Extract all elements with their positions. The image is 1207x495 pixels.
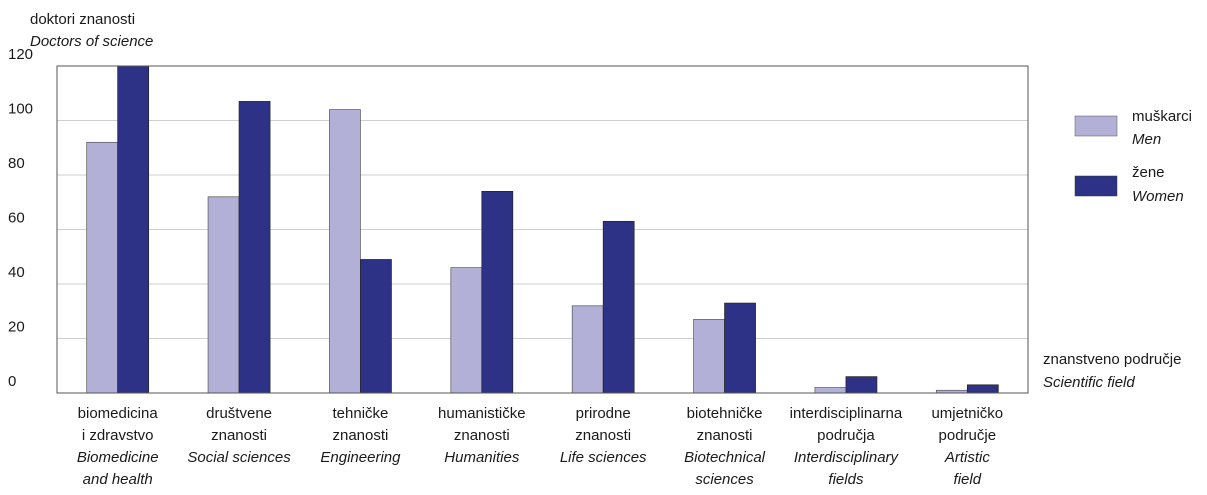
x-tick-label: znanosti — [454, 427, 510, 444]
y-tick-label: 60 — [8, 210, 25, 227]
legend-label-women-en: Women — [1132, 188, 1184, 205]
x-tick-label: prirodne — [576, 405, 631, 422]
bar-men — [329, 109, 361, 394]
x-tick-label-en: Interdisciplinary — [794, 449, 900, 466]
x-tick-label-en: Biomedicine — [77, 449, 159, 466]
y-axis-ticks: 0 20 40 60 80 100 120 — [8, 46, 33, 390]
x-tick-label: tehničke — [333, 405, 389, 422]
bar-women — [602, 220, 635, 394]
bar-women — [117, 65, 150, 394]
bar-men — [450, 267, 483, 394]
bar-women — [238, 101, 271, 394]
y-tick-label: 120 — [8, 46, 33, 63]
x-axis-categories: biomedicina i zdravstvo Biomedicine and hea… — [77, 405, 1003, 488]
legend: muškarci Men žene Women — [1074, 108, 1192, 205]
y-tick-label: 80 — [8, 155, 25, 172]
y-axis-label: doktori znanosti — [30, 11, 135, 28]
bar-women — [724, 302, 756, 394]
bar-women — [966, 384, 999, 394]
y-axis-label-en: Doctors of science — [30, 33, 153, 50]
bar-men — [571, 305, 604, 394]
x-tick-label: biotehničke — [687, 405, 763, 422]
y-tick-label: 40 — [8, 264, 25, 281]
plot-area-frame — [56, 65, 1029, 394]
legend-label-women: žene — [1132, 164, 1165, 181]
bar-men — [814, 387, 847, 394]
bar-women — [481, 191, 514, 394]
x-tick-label-en: Artistic — [944, 449, 991, 466]
y-tick-label: 100 — [8, 101, 33, 118]
bar-women — [360, 259, 392, 394]
x-tick-label-en: field — [954, 471, 982, 488]
y-tick-label: 20 — [8, 319, 25, 336]
bar-men — [86, 141, 119, 394]
x-tick-label: i zdravstvo — [82, 427, 154, 444]
x-tick-label: humanističke — [438, 405, 526, 422]
x-tick-label: umjetničko — [931, 405, 1003, 422]
x-tick-label: područja — [817, 427, 875, 444]
x-tick-label: područje — [939, 427, 997, 444]
x-tick-label-en: sciences — [695, 471, 754, 488]
x-axis-label: znanstveno područje — [1043, 351, 1181, 368]
x-tick-label: znanosti — [575, 427, 631, 444]
x-tick-label: znanosti — [211, 427, 267, 444]
x-tick-label: biomedicina — [78, 405, 159, 422]
x-tick-label-en: Social sciences — [187, 449, 291, 466]
x-tick-label-en: Life sciences — [560, 449, 647, 466]
x-tick-label-en: and health — [83, 471, 153, 488]
bar-men — [693, 319, 725, 394]
x-tick-label-en: Biotechnical — [684, 449, 766, 466]
x-tick-label-en: fields — [828, 471, 864, 488]
bar-men — [207, 196, 240, 394]
legend-label-men-en: Men — [1132, 131, 1161, 148]
x-tick-label: znanosti — [333, 427, 389, 444]
x-tick-label: znanosti — [697, 427, 753, 444]
x-axis-label-en: Scientific field — [1043, 374, 1135, 391]
x-tick-label-en: Engineering — [320, 449, 401, 466]
bar-women — [845, 376, 878, 394]
legend-swatch-women — [1074, 175, 1118, 197]
x-tick-label-en: Humanities — [444, 449, 520, 466]
bars — [86, 65, 999, 394]
legend-swatch-men — [1074, 115, 1118, 137]
legend-label-men: muškarci — [1132, 108, 1192, 125]
grid-lines — [57, 120, 1028, 339]
x-tick-label: interdisciplinarna — [790, 405, 903, 422]
y-tick-label: 0 — [8, 373, 16, 390]
x-tick-label: društvene — [206, 405, 272, 422]
